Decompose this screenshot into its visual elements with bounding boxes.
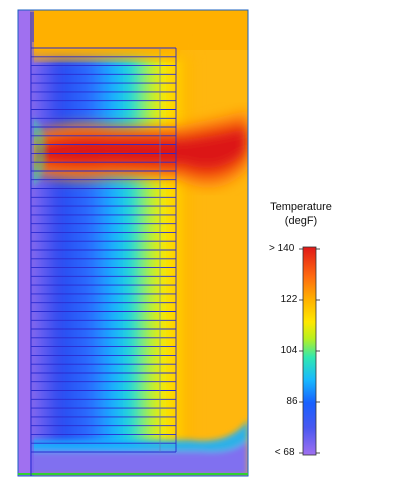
legend-title-line1: Temperature [270, 201, 332, 213]
legend-tick-label: < 68 [274, 447, 295, 458]
legend-colorbar [302, 246, 317, 456]
legend-title-line2: (degF) [284, 215, 318, 227]
domain-border [17, 9, 249, 477]
fin-stack [31, 47, 177, 453]
contour-field [18, 10, 248, 476]
legend-tick-label: 86 [286, 396, 298, 407]
legend-tick-label: > 140 [269, 243, 295, 254]
legend-tick-label: 122 [280, 294, 298, 305]
legend-tick-marks [299, 248, 320, 454]
legend-tick-label: 104 [280, 345, 298, 356]
legend-title: Temperature (degF) [258, 200, 344, 228]
